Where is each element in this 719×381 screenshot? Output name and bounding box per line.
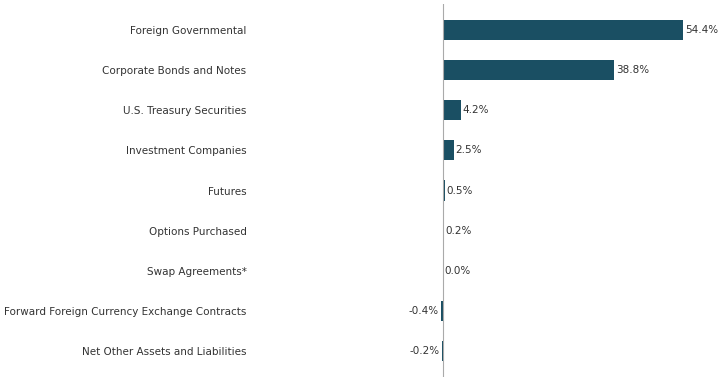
Text: 38.8%: 38.8%: [616, 65, 649, 75]
Bar: [442, 60, 614, 80]
Text: 0.2%: 0.2%: [445, 226, 472, 235]
Text: 4.2%: 4.2%: [463, 106, 490, 115]
Text: 54.4%: 54.4%: [685, 25, 718, 35]
Text: 0.0%: 0.0%: [444, 266, 470, 275]
Bar: [442, 221, 444, 240]
Bar: [442, 20, 684, 40]
Text: 2.5%: 2.5%: [455, 146, 482, 155]
Bar: [442, 141, 454, 160]
Text: -0.4%: -0.4%: [409, 306, 439, 316]
Text: -0.2%: -0.2%: [410, 346, 440, 356]
Bar: [441, 341, 442, 361]
Text: 0.5%: 0.5%: [446, 186, 473, 195]
Bar: [441, 301, 442, 321]
Bar: [442, 181, 445, 200]
Bar: [442, 100, 461, 120]
